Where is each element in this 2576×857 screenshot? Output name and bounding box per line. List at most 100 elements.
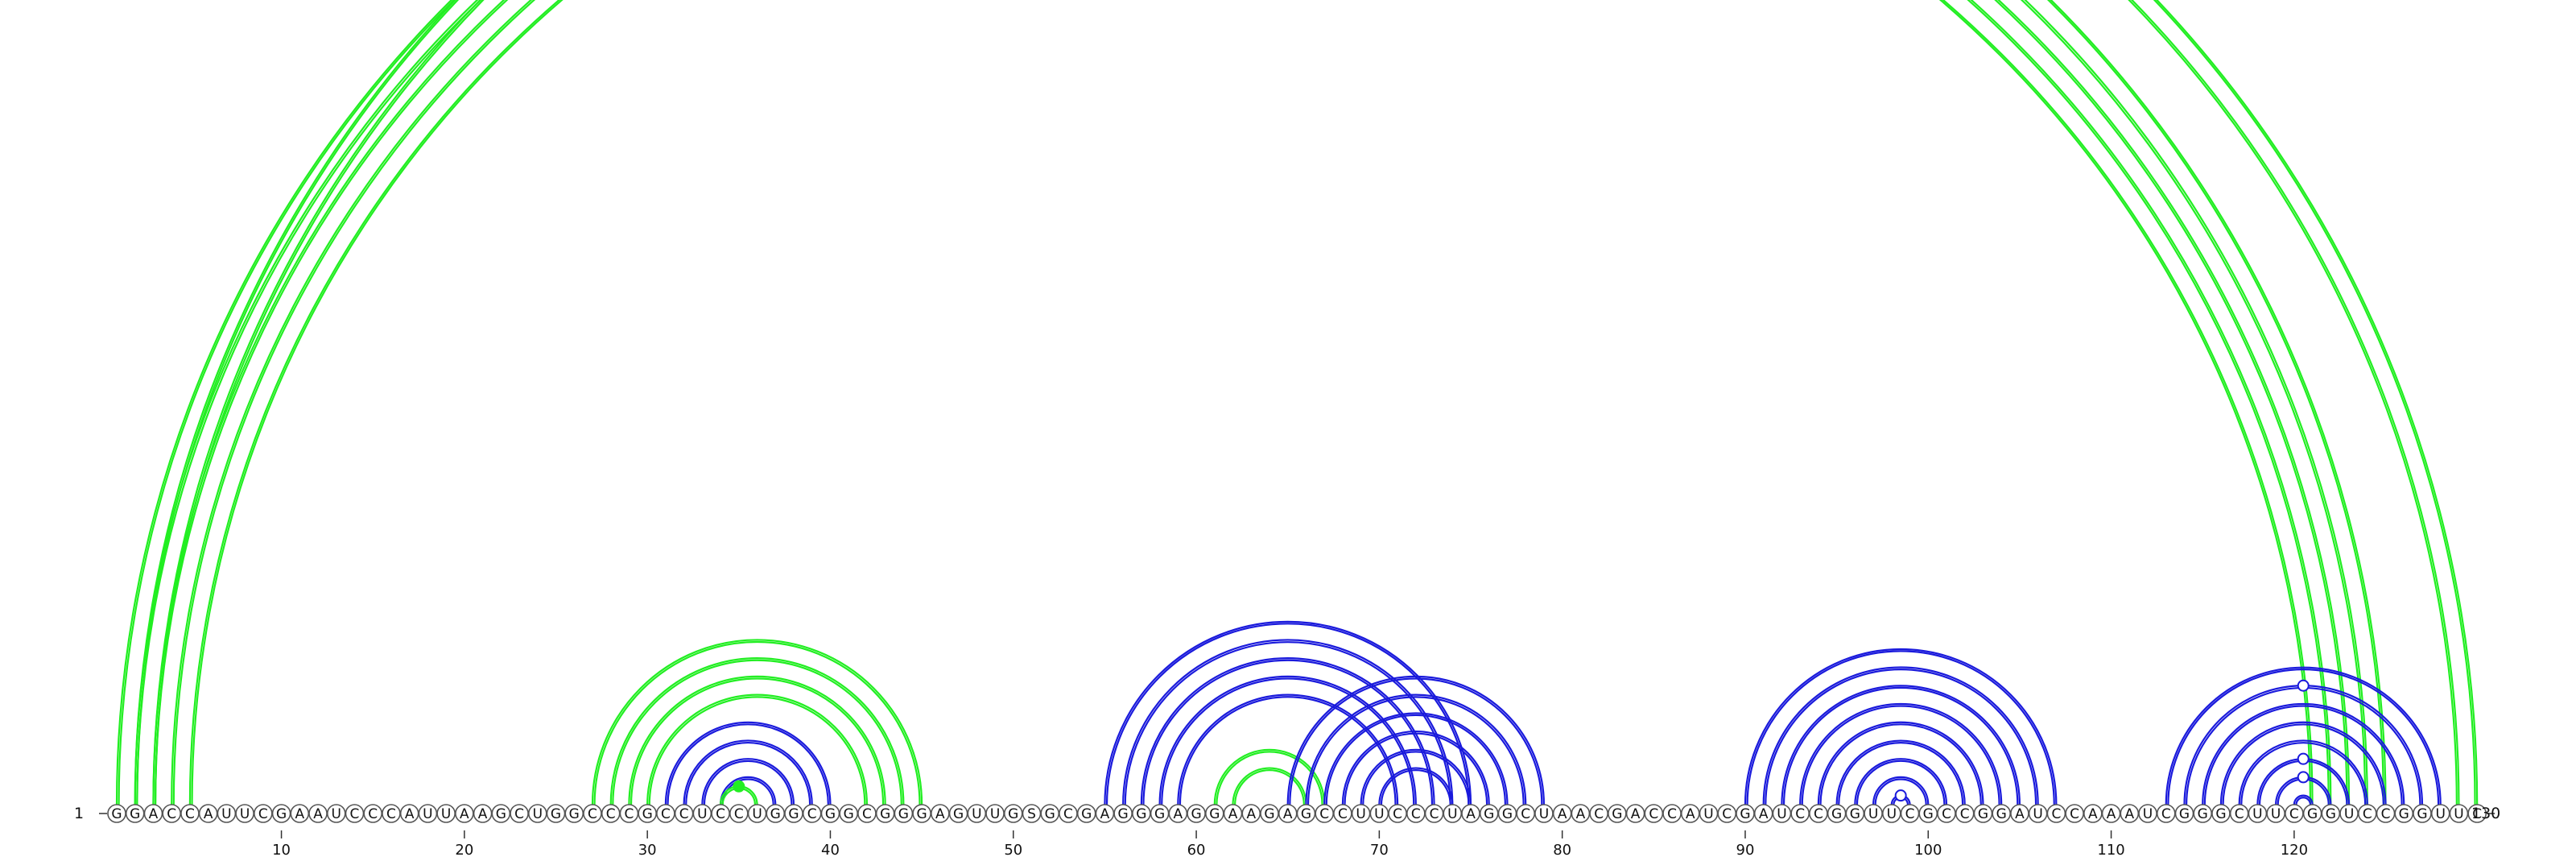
pair-arc-inner-96-101 [1856,760,1946,805]
pair-arc-inner-57-73 [1142,659,1434,805]
nucleotide-76: G [1484,806,1494,822]
tick-label-10: 10 [272,842,291,857]
nucleotide-100: G [1923,806,1934,822]
nucleotide-2: G [130,806,140,822]
nucleotide-8: U [240,806,250,822]
pair-arc-3-129 [152,0,2460,805]
nucleotide-54: G [1081,806,1092,822]
nucleotide-23: C [514,806,524,822]
pair-arc-70-74 [1378,767,1454,805]
pair-arc-inner-97-100 [1874,778,1927,805]
nucleotide-55: A [1100,806,1110,822]
pair-arc-68-76 [1341,730,1490,805]
pair-arc-inner-3-123 [154,0,2348,805]
pair-arc-97-100 [1872,776,1930,805]
pair-arc-2-130 [134,0,2479,805]
nucleotide-75: A [1466,806,1476,822]
pair-arc-116-125 [2219,721,2387,805]
pair-arc-91-106 [1762,666,2039,805]
nucleotide-125: C [2381,806,2391,822]
tick-label-110: 110 [2097,842,2124,857]
nucleotide-5: C [185,806,195,822]
pair-arc-inner-120-121 [2295,797,2312,805]
nucleotide-85: C [1649,806,1658,822]
nucleotide-56: G [1118,806,1129,822]
pair-arc-inner-1-125 [118,0,2385,805]
nucleotide-66: G [1301,806,1311,822]
pair-arc-27-45 [591,639,923,805]
pair-arc-92-105 [1781,685,2021,805]
nucleotide-65: A [1283,806,1293,822]
nucleotide-129: U [2454,806,2463,822]
nucleotide-89: C [1722,806,1732,822]
nucleotide-62: A [1228,806,1238,822]
nucleotide-33: U [697,806,707,822]
nucleotide-12: A [313,806,323,822]
pair-arc-inner-33-38 [703,760,793,805]
nucleotide-105: A [2015,806,2025,822]
nucleotide-37: G [770,806,781,822]
nucleotide-1: G [111,806,122,822]
pair-arc-inner-2-130 [136,0,2476,805]
pair-arc-inner-94-103 [1819,723,1982,805]
tick-label-60: 60 [1187,842,1206,857]
end-label: 130 [2471,805,2500,822]
nucleotide-35: C [734,806,744,822]
nucleotide-43: G [880,806,890,822]
nucleotide-57: G [1136,806,1146,822]
pair-arc-95-102 [1835,739,1966,805]
nucleotide-91: A [1759,806,1769,822]
pair-arc-93-104 [1799,702,2003,805]
nucleotide-41: G [844,806,854,822]
nucleotide-108: C [2070,806,2079,822]
arc-marker-114-127 [2297,679,2310,692]
pair-arc-inner-56-74 [1124,640,1451,805]
nucleotide-64: G [1264,806,1274,822]
pair-arc-29-43 [628,675,886,805]
nucleotide-82: C [1594,806,1604,822]
nucleotide-11: A [295,806,304,822]
nucleotide-13: U [332,806,341,822]
pair-arc-inner-68-76 [1344,732,1488,805]
pair-arc-120-121 [2293,794,2314,805]
nucleotide-44: G [898,806,909,822]
nucleotide-46: A [935,806,945,822]
nucleotide-86: C [1667,806,1677,822]
pair-arc-69-75 [1360,748,1472,805]
nucleotide-19: U [441,806,451,822]
pair-arc-inner-27-45 [593,640,921,805]
pair-arc-inner-5-121 [191,0,2312,805]
nucleotide-72: C [1411,806,1421,822]
pair-arc-2-124 [134,0,2368,805]
arc-marker-34-36 [733,780,745,793]
nucleotide-53: C [1063,806,1073,822]
nucleotide-92: U [1777,806,1786,822]
nucleotide-130: C [2472,806,2482,822]
pair-arc-33-38 [701,758,795,805]
nucleotide-103: G [1978,806,1988,822]
pair-arc-inner-116-125 [2222,723,2385,805]
pair-arc-inner-31-40 [667,723,829,805]
nucleotide-127: G [2417,806,2427,822]
tick-label-80: 80 [1553,842,1571,857]
pair-arc-34-37 [719,776,777,805]
nucleotide-22: G [496,806,506,822]
pair-arc-inner-115-126 [2203,705,2403,805]
pair-arc-28-44 [609,657,905,805]
pair-arc-inner-92-105 [1782,686,2019,805]
pair-arc-inner-69-75 [1362,751,1470,805]
nucleotide-17: A [405,806,415,822]
pair-arc-4-122 [171,0,2332,805]
nucleotide-116: G [2215,806,2226,822]
pair-arc-96-101 [1854,758,1948,805]
pair-arc-inner-113-128 [2167,669,2440,805]
pair-arc-inner-62-66 [1234,769,1305,805]
pair-arc-inner-55-75 [1105,623,1470,805]
nucleotide-113: C [2161,806,2171,822]
pair-arc-59-71 [1177,693,1399,805]
nucleotide-104: G [1996,806,2007,822]
pair-arc-56-74 [1122,639,1454,805]
pair-arc-inner-61-67 [1216,751,1323,805]
nucleotide-58: G [1154,806,1165,822]
pair-arc-30-42 [646,693,869,805]
